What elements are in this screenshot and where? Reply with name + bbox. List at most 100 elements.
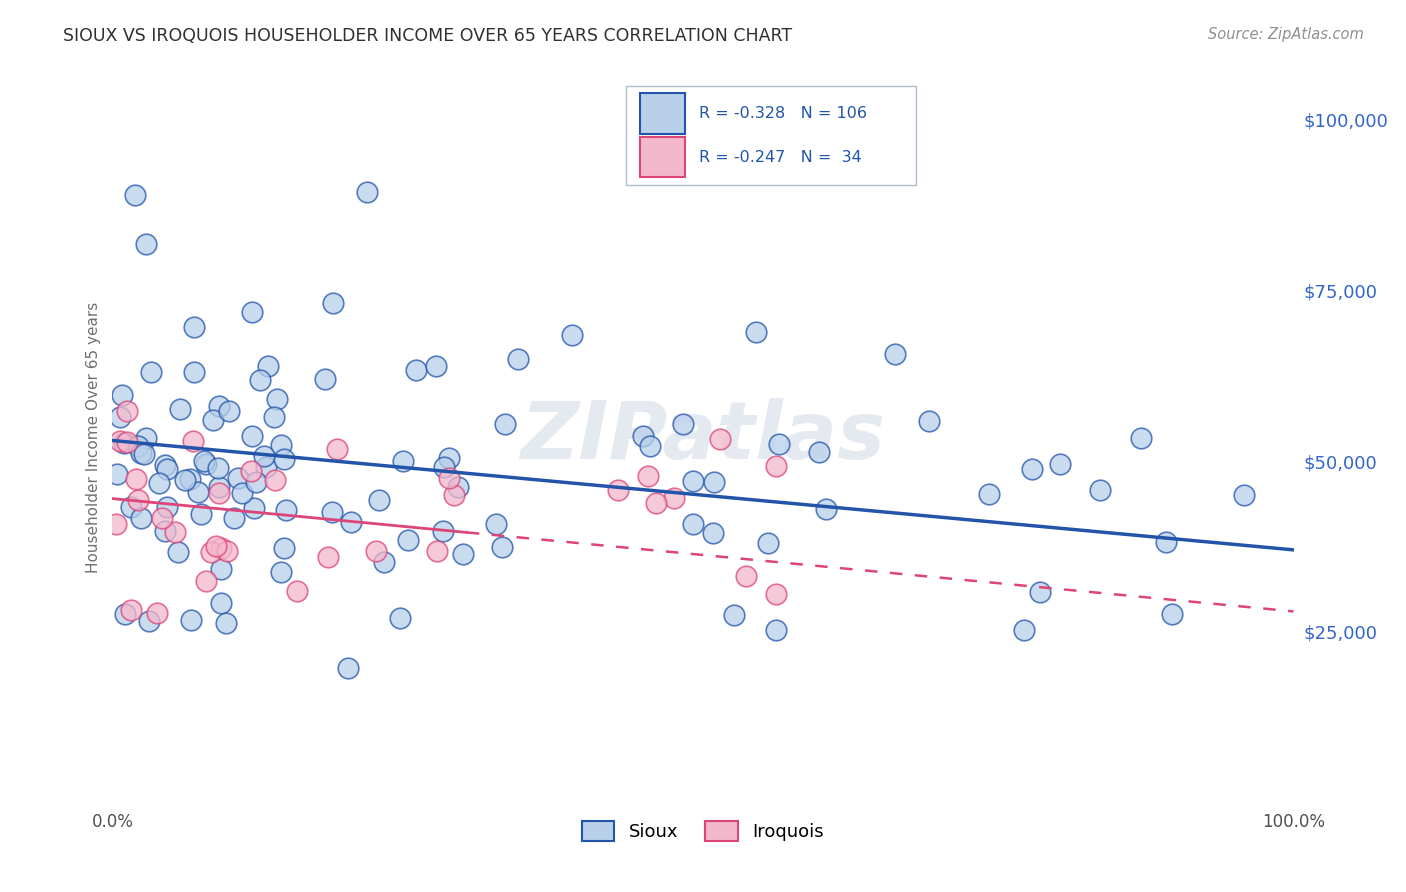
- Point: [1156, 535, 1178, 549]
- Point: [263, 409, 285, 424]
- Point: [631, 429, 654, 443]
- Point: [273, 451, 295, 466]
- Point: [146, 606, 169, 620]
- Point: [276, 503, 298, 517]
- Point: [112, 436, 135, 450]
- Point: [108, 410, 131, 425]
- Point: [664, 491, 686, 506]
- Point: [195, 574, 218, 589]
- Point: [425, 359, 447, 374]
- Point: [765, 459, 787, 474]
- Point: [979, 486, 1001, 500]
- Point: [124, 188, 146, 202]
- Y-axis label: Householder Income Over 65 years: Householder Income Over 65 years: [86, 301, 101, 573]
- Point: [181, 434, 204, 448]
- Point: [240, 305, 263, 319]
- Point: [494, 417, 516, 431]
- Point: [814, 502, 837, 516]
- Legend: Sioux, Iroquois: Sioux, Iroquois: [575, 814, 831, 848]
- Point: [745, 325, 768, 339]
- FancyBboxPatch shape: [640, 137, 685, 178]
- Point: [918, 414, 941, 428]
- Point: [202, 413, 225, 427]
- Point: [273, 541, 295, 555]
- Point: [167, 545, 190, 559]
- Point: [1233, 488, 1256, 502]
- Point: [266, 392, 288, 407]
- Point: [183, 319, 205, 334]
- Point: [138, 614, 160, 628]
- Point: [443, 488, 465, 502]
- Point: [437, 451, 460, 466]
- Point: [682, 474, 704, 488]
- Point: [245, 475, 267, 490]
- Point: [1021, 462, 1043, 476]
- Point: [337, 661, 360, 675]
- Point: [187, 484, 209, 499]
- Point: [226, 470, 249, 484]
- Point: [373, 555, 395, 569]
- Text: R = -0.328   N = 106: R = -0.328 N = 106: [699, 106, 868, 121]
- Point: [208, 480, 231, 494]
- Point: [252, 449, 274, 463]
- Point: [110, 434, 132, 448]
- Point: [709, 432, 731, 446]
- Point: [1090, 483, 1112, 497]
- Point: [105, 516, 128, 531]
- Point: [183, 365, 205, 379]
- Point: [1049, 457, 1071, 471]
- Text: R = -0.247   N =  34: R = -0.247 N = 34: [699, 150, 862, 165]
- Point: [205, 539, 228, 553]
- Point: [195, 457, 218, 471]
- Point: [808, 445, 831, 459]
- Point: [734, 568, 756, 582]
- FancyBboxPatch shape: [626, 86, 915, 185]
- Point: [263, 473, 285, 487]
- Point: [173, 473, 195, 487]
- Point: [180, 613, 202, 627]
- Point: [356, 185, 378, 199]
- Point: [135, 431, 157, 445]
- Point: [153, 524, 176, 538]
- Point: [208, 399, 231, 413]
- Point: [322, 295, 344, 310]
- Point: [285, 584, 308, 599]
- Point: [153, 458, 176, 472]
- Point: [432, 524, 454, 538]
- Point: [314, 372, 336, 386]
- Point: [240, 429, 263, 443]
- Point: [506, 351, 529, 366]
- Point: [638, 439, 661, 453]
- Point: [231, 486, 253, 500]
- Point: [193, 454, 215, 468]
- Point: [270, 565, 292, 579]
- Point: [433, 459, 456, 474]
- Text: SIOUX VS IROQUOIS HOUSEHOLDER INCOME OVER 65 YEARS CORRELATION CHART: SIOUX VS IROQUOIS HOUSEHOLDER INCOME OVE…: [63, 27, 793, 45]
- Point: [127, 438, 149, 452]
- Point: [163, 524, 186, 539]
- Point: [637, 468, 659, 483]
- Point: [254, 460, 277, 475]
- FancyBboxPatch shape: [640, 94, 685, 134]
- Point: [765, 587, 787, 601]
- Point: [768, 437, 790, 451]
- Point: [127, 493, 149, 508]
- Point: [129, 511, 152, 525]
- Point: [389, 610, 412, 624]
- Point: [135, 237, 157, 252]
- Point: [190, 507, 212, 521]
- Point: [114, 607, 136, 622]
- Point: [883, 347, 905, 361]
- Point: [222, 511, 245, 525]
- Point: [120, 500, 142, 515]
- Point: [156, 500, 179, 514]
- Point: [215, 615, 238, 630]
- Point: [115, 434, 138, 449]
- Point: [111, 388, 134, 402]
- Point: [209, 541, 232, 555]
- Point: [105, 467, 128, 482]
- Point: [447, 480, 470, 494]
- Point: [392, 454, 415, 468]
- Point: [702, 525, 724, 540]
- Point: [169, 401, 191, 416]
